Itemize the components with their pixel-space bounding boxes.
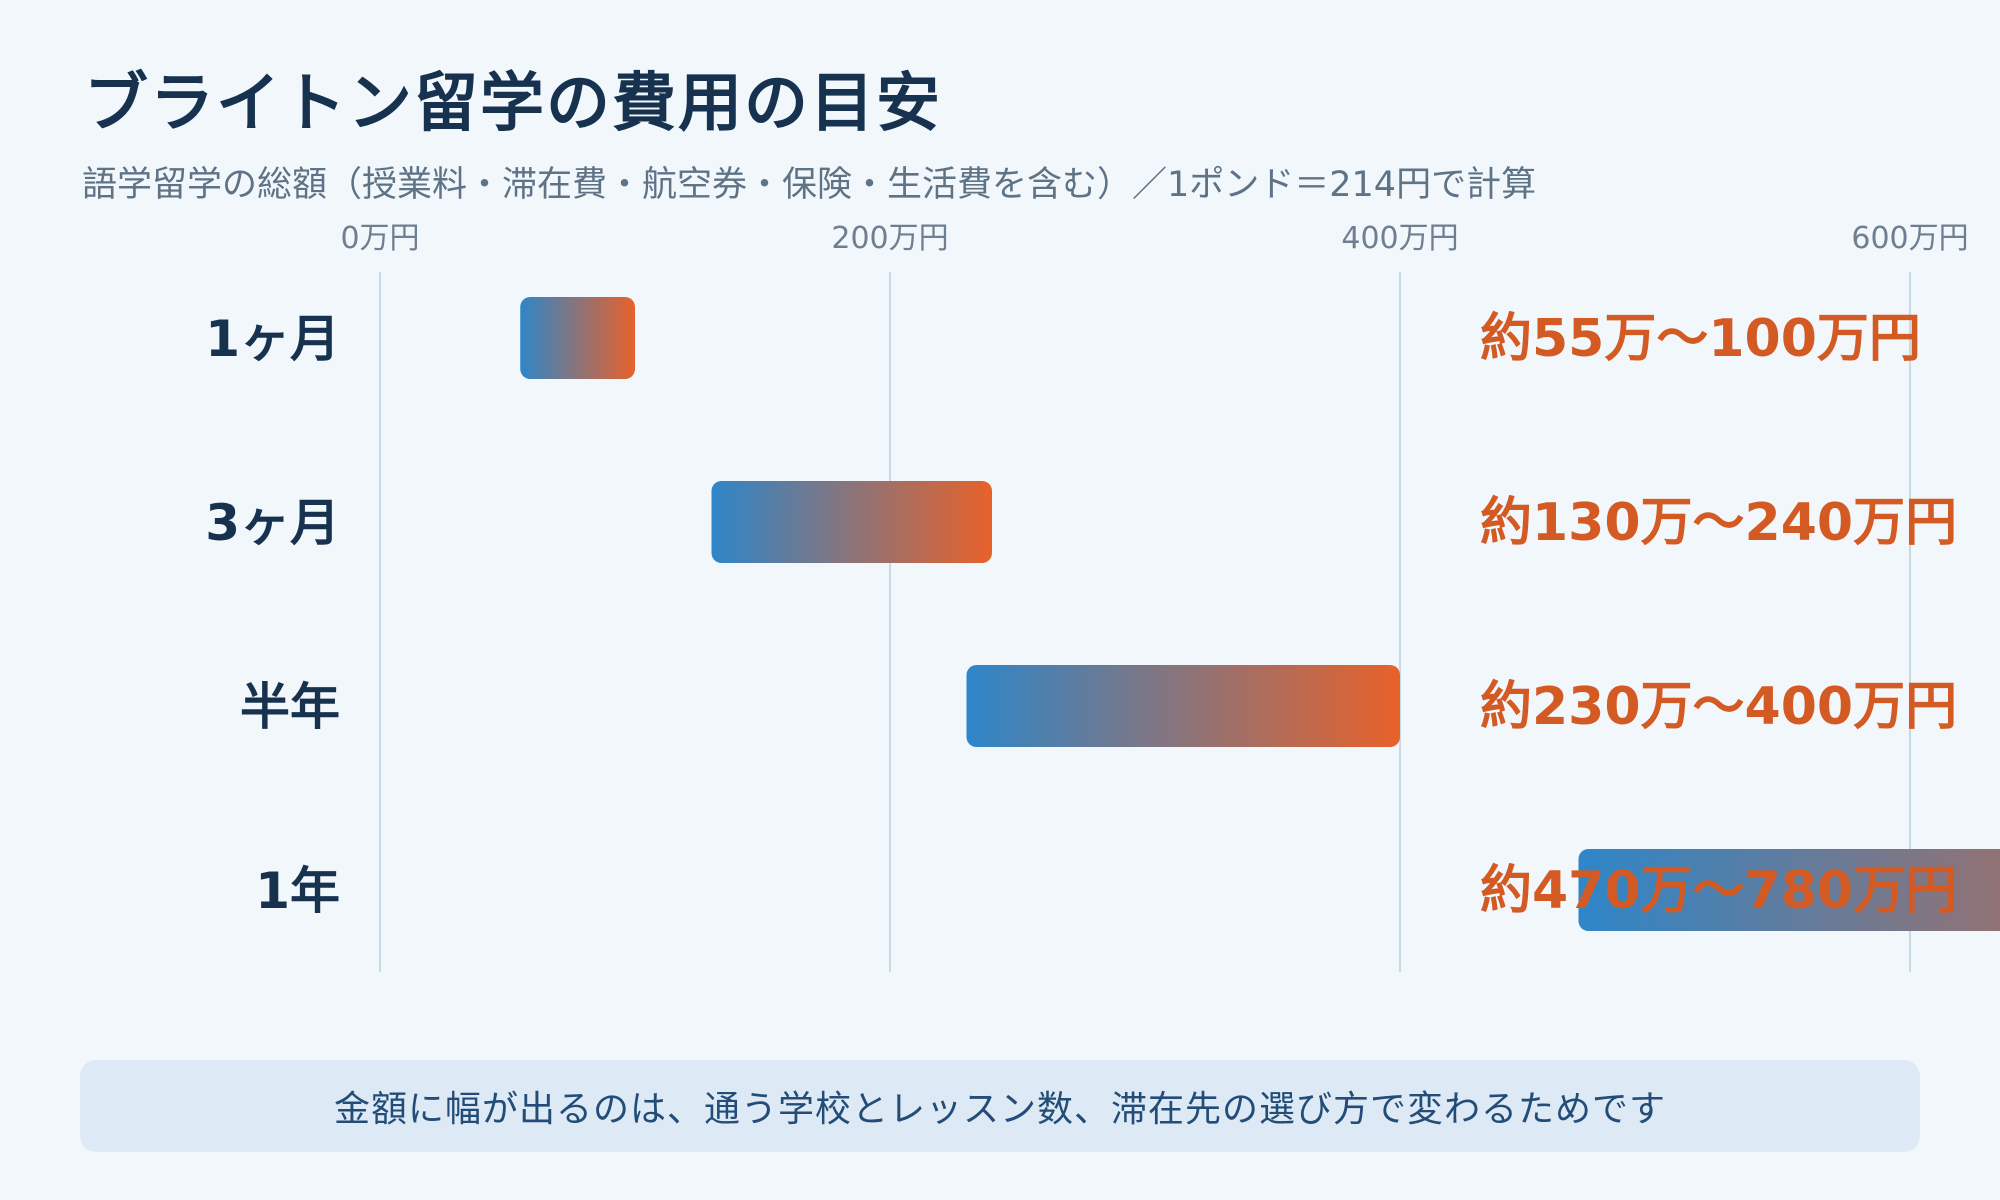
category-label: 半年	[240, 678, 340, 736]
range-value-label: 約130万～240万円	[1480, 493, 1957, 553]
x-tick-label: 200万円	[831, 221, 948, 256]
range-value-label: 約55万～100万円	[1480, 309, 1921, 369]
x-tick-label: 600万円	[1851, 221, 1968, 256]
range-bar	[520, 297, 635, 379]
x-tick-label: 400万円	[1341, 221, 1458, 256]
category-label: 1年	[255, 862, 340, 920]
range-bar	[1578, 849, 2000, 931]
footer-note-box: 金額に幅が出るのは、通う学校とレッスン数、滞在先の選び方で変わるためです	[80, 1060, 1920, 1152]
category-label: 1ヶ月	[205, 310, 340, 368]
chart-title: ブライトン留学の費用の目安	[84, 67, 942, 141]
range-bar	[711, 481, 992, 563]
category-label: 3ヶ月	[205, 494, 340, 552]
range-value-label: 約470万～780万円	[1480, 861, 1957, 921]
range-bar-chart: 0万円200万円400万円600万円800万円1ヶ月約55万～100万円3ヶ月約…	[205, 221, 2000, 972]
footer-note: 金額に幅が出るのは、通う学校とレッスン数、滞在先の選び方で変わるためです	[333, 1089, 1666, 1130]
chart-subtitle: 語学留学の総額（授業料・滞在費・航空券・保険・生活費を含む）／1ポンド＝214円…	[82, 165, 1537, 205]
x-tick-label: 0万円	[340, 221, 419, 256]
range-value-label: 約230万～400万円	[1480, 677, 1957, 737]
range-bar	[966, 665, 1400, 747]
